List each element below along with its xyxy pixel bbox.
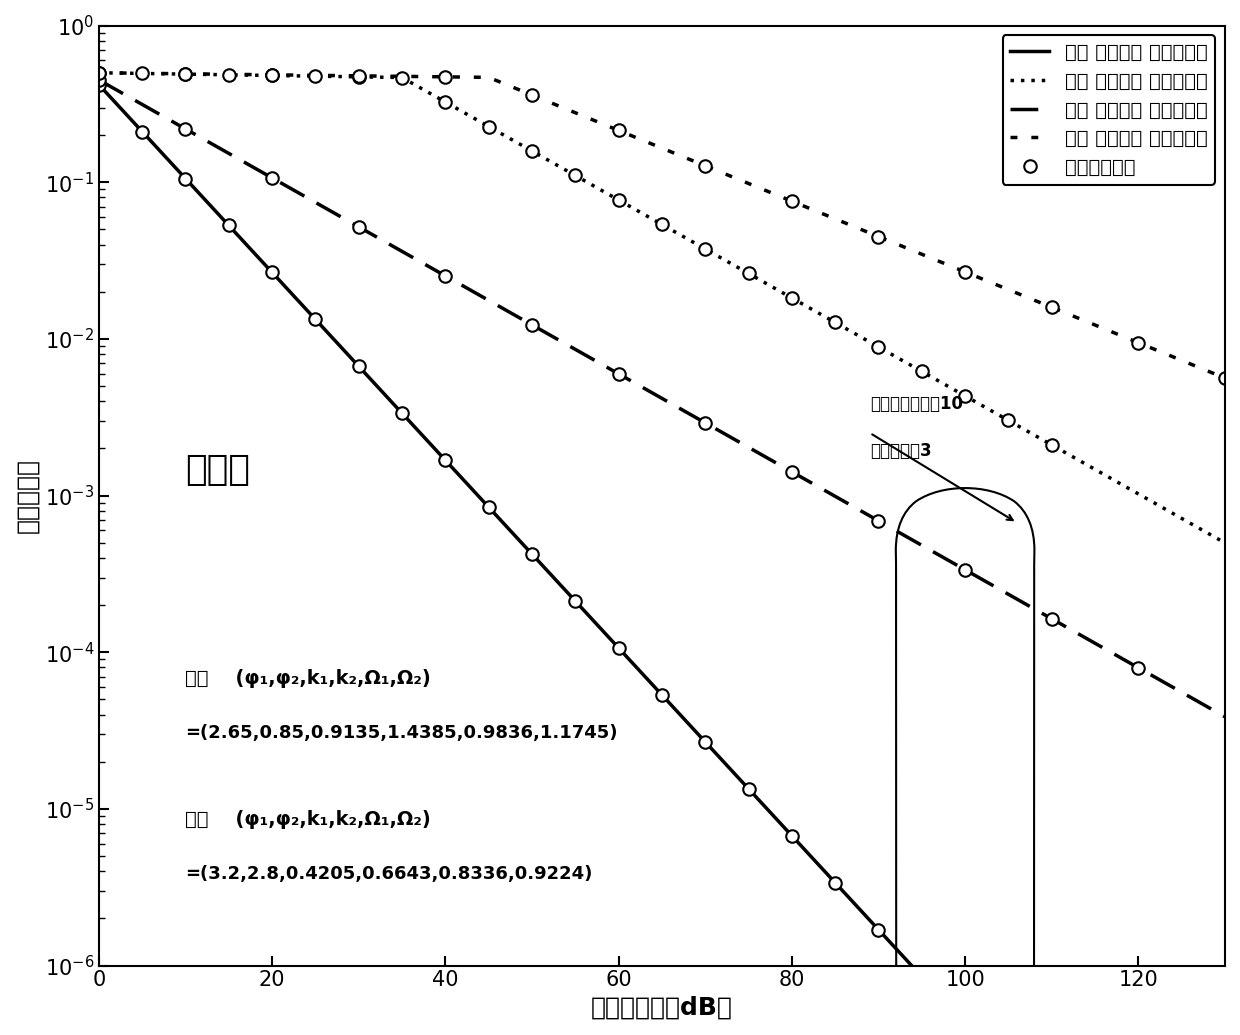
强湍 无点误差 无路径损耗: [1218, 537, 1233, 550]
Text: 中湍    (φ₁,φ₂,k₁,k₂,Ω₁,Ω₂): 中湍 (φ₁,φ₂,k₁,k₂,Ω₁,Ω₂): [186, 669, 432, 687]
Text: =(3.2,2.8,0.4205,0.6643,0.8336,0.9224): =(3.2,2.8,0.4205,0.6643,0.8336,0.9224): [186, 865, 593, 884]
中湍 无点误差 无路径损耗: [149, 141, 164, 153]
中湍 有点误差 无路径损耗: [609, 366, 624, 379]
中湍 有点误差 无路径损耗: [149, 107, 164, 119]
中湍 有点误差 无路径损耗: [1184, 691, 1199, 704]
Line: 强湍 有点误差 无路径损耗: 强湍 有点误差 无路径损耗: [99, 72, 1225, 378]
Text: 归一化波束宽度10: 归一化波束宽度10: [869, 395, 962, 413]
X-axis label: 平均信噪比（dB）: 平均信噪比（dB）: [591, 996, 733, 1021]
中湍 无点误差 无路径损耗: [92, 79, 107, 91]
中湍 有点误差 无路径损耗: [1218, 711, 1233, 723]
强湍 有点误差 无路径损耗: [1185, 358, 1200, 371]
Text: 球面波: 球面波: [186, 453, 250, 486]
Text: 强湍    (φ₁,φ₂,k₁,k₂,Ω₁,Ω₂): 强湍 (φ₁,φ₂,k₁,k₂,Ω₁,Ω₂): [186, 809, 432, 829]
中湍 有点误差 无路径损耗: [639, 383, 653, 395]
Line: 强湍 无点误差 无路径损耗: 强湍 无点误差 无路径损耗: [99, 72, 1225, 543]
强湍 有点误差 无路径损耗: [639, 136, 653, 148]
强湍 无点误差 无路径损耗: [149, 67, 164, 80]
强湍 无点误差 无路径损耗: [1185, 519, 1200, 531]
中湍 无点误差 无路径损耗: [609, 640, 624, 652]
Text: 归一化抖动3: 归一化抖动3: [869, 442, 931, 461]
Text: =(2.65,0.85,0.9135,1.4385,0.9836,1.1745): =(2.65,0.85,0.9135,1.4385,0.9836,1.1745): [186, 724, 618, 742]
强湍 有点误差 无路径损耗: [1184, 358, 1199, 371]
强湍 无点误差 无路径损耗: [1184, 518, 1199, 530]
中湍 无点误差 无路径损耗: [639, 672, 653, 684]
强湍 无点误差 无路径损耗: [609, 193, 624, 205]
中湍 有点误差 无路径损耗: [978, 575, 993, 588]
Line: 中湍 有点误差 无路径损耗: 中湍 有点误差 无路径损耗: [99, 80, 1225, 717]
Y-axis label: 平均误码率: 平均误码率: [15, 459, 38, 533]
Legend: 中湍 无点误差 无路径损耗, 强湍 无点误差 无路径损耗, 中湍 有点误差 无路径损耗, 强湍 有点误差 无路径损耗, 蒙特卡罗仿真: 中湍 无点误差 无路径损耗, 强湍 无点误差 无路径损耗, 中湍 有点误差 无路…: [1002, 35, 1215, 185]
中湍 有点误差 无路径损耗: [1185, 692, 1200, 705]
强湍 有点误差 无路径损耗: [609, 123, 624, 136]
强湍 无点误差 无路径损耗: [639, 209, 653, 221]
强湍 无点误差 无路径损耗: [978, 402, 993, 414]
强湍 有点误差 无路径损耗: [978, 274, 993, 287]
强湍 无点误差 无路径损耗: [92, 66, 107, 79]
强湍 有点误差 无路径损耗: [1218, 372, 1233, 384]
强湍 有点误差 无路径损耗: [149, 67, 164, 80]
Line: 中湍 无点误差 无路径损耗: 中湍 无点误差 无路径损耗: [99, 85, 1225, 1035]
强湍 有点误差 无路径损耗: [92, 66, 107, 79]
中湍 有点误差 无路径损耗: [92, 73, 107, 86]
